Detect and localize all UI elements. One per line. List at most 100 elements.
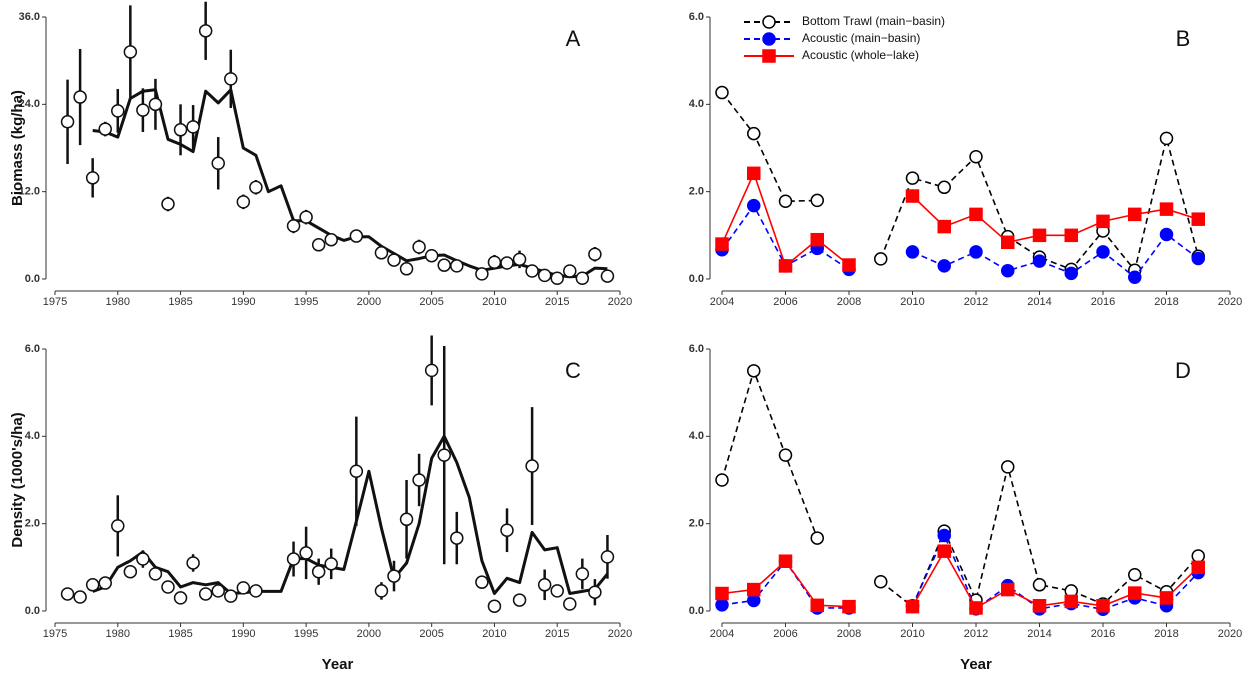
- x-tick-label: 1975: [43, 296, 67, 308]
- data-point: [324, 232, 338, 247]
- data-point: [374, 246, 389, 260]
- data-point: [600, 269, 615, 283]
- data-point: [98, 576, 112, 590]
- data-point: [399, 262, 414, 276]
- x-tick-label: 2012: [964, 628, 988, 640]
- data-point: [299, 546, 313, 560]
- marker: [715, 598, 729, 612]
- data-point: [161, 580, 175, 594]
- data-point: [437, 448, 451, 462]
- x-tick-label: 1985: [168, 296, 192, 308]
- data-point: [575, 271, 590, 286]
- data-point: [236, 581, 251, 595]
- marker: [905, 599, 920, 614]
- x-tick-label: 1985: [168, 628, 192, 640]
- marker: [1159, 131, 1174, 146]
- data-point: [311, 564, 326, 579]
- data-point: [173, 123, 188, 137]
- legend-marker: [762, 32, 776, 46]
- x-tick-label: 2006: [773, 296, 797, 308]
- data-point: [537, 268, 552, 283]
- trend-line: [92, 434, 609, 595]
- data-point: [249, 180, 263, 195]
- marker: [1032, 228, 1047, 243]
- data-point: [311, 238, 326, 252]
- x-tick-label: 2016: [1091, 628, 1115, 640]
- marker: [715, 586, 729, 601]
- marker: [1128, 586, 1142, 600]
- marker: [1032, 578, 1047, 592]
- marker: [1001, 235, 1015, 250]
- data-point: [161, 197, 175, 211]
- panel-label: C: [565, 358, 581, 383]
- x-tick-label: 2005: [419, 296, 443, 308]
- data-point: [286, 552, 301, 566]
- x-tick-label: 2008: [837, 628, 861, 640]
- y-tick-label: 24.0: [19, 98, 40, 110]
- marker: [715, 85, 729, 100]
- y-tick-label: 2.0: [25, 518, 40, 530]
- data-point: [500, 256, 514, 270]
- marker: [810, 531, 824, 545]
- data-point: [111, 519, 125, 533]
- marker: [1096, 214, 1110, 229]
- x-tick-label: 1980: [106, 628, 130, 640]
- data-point: [148, 97, 163, 112]
- data-point: [450, 531, 464, 545]
- data-point: [85, 171, 100, 185]
- series-line: [721, 368, 1199, 608]
- x-tick-label: 2015: [545, 296, 569, 308]
- x-tick-label: 2012: [964, 296, 988, 308]
- y-tick-label: 6.0: [689, 11, 704, 23]
- marker: [747, 364, 761, 378]
- y-tick-label: 4.0: [689, 98, 704, 110]
- y-tick-label: 36.0: [19, 11, 40, 23]
- marker: [1001, 460, 1015, 474]
- series-line: [721, 92, 1200, 273]
- marker: [937, 219, 951, 234]
- marker: [1001, 263, 1015, 278]
- marker: [1191, 560, 1205, 575]
- y-tick-label: 0.0: [25, 273, 40, 285]
- marker: [1128, 270, 1142, 285]
- data-point: [424, 248, 439, 263]
- x-axis-label: Year: [322, 656, 354, 673]
- y-tick-label: 2.0: [689, 518, 704, 530]
- marker: [810, 232, 824, 247]
- x-tick-label: 2016: [1091, 296, 1115, 308]
- marker: [842, 599, 856, 614]
- marker: [1064, 228, 1078, 243]
- legend-marker: [762, 49, 776, 63]
- x-tick-label: 2020: [1218, 296, 1242, 308]
- data-point: [236, 195, 251, 209]
- data-point: [374, 584, 389, 598]
- marker: [810, 193, 824, 208]
- data-point: [73, 590, 87, 604]
- data-point: [123, 564, 138, 579]
- x-tick-label: 2010: [482, 296, 506, 308]
- marker: [1064, 266, 1078, 281]
- data-point: [249, 584, 263, 598]
- data-point: [399, 512, 414, 527]
- x-tick-label: 2020: [608, 628, 632, 640]
- series-line: [721, 549, 1199, 609]
- data-point: [475, 575, 489, 589]
- data-point: [224, 72, 238, 86]
- marker: [937, 544, 951, 558]
- marker: [747, 166, 761, 181]
- x-tick-label: 1975: [43, 628, 67, 640]
- y-tick-label: 12.0: [19, 186, 40, 198]
- marker: [969, 601, 983, 615]
- data-point: [186, 120, 200, 134]
- data-point: [324, 557, 338, 571]
- data-point: [148, 567, 163, 581]
- marker: [1159, 202, 1174, 216]
- data-point: [136, 552, 150, 566]
- marker: [937, 259, 951, 273]
- x-tick-label: 1990: [231, 628, 255, 640]
- data-point: [211, 584, 225, 598]
- marker: [1159, 227, 1174, 242]
- data-point: [98, 122, 112, 136]
- marker: [1096, 599, 1110, 613]
- data-point: [387, 253, 401, 267]
